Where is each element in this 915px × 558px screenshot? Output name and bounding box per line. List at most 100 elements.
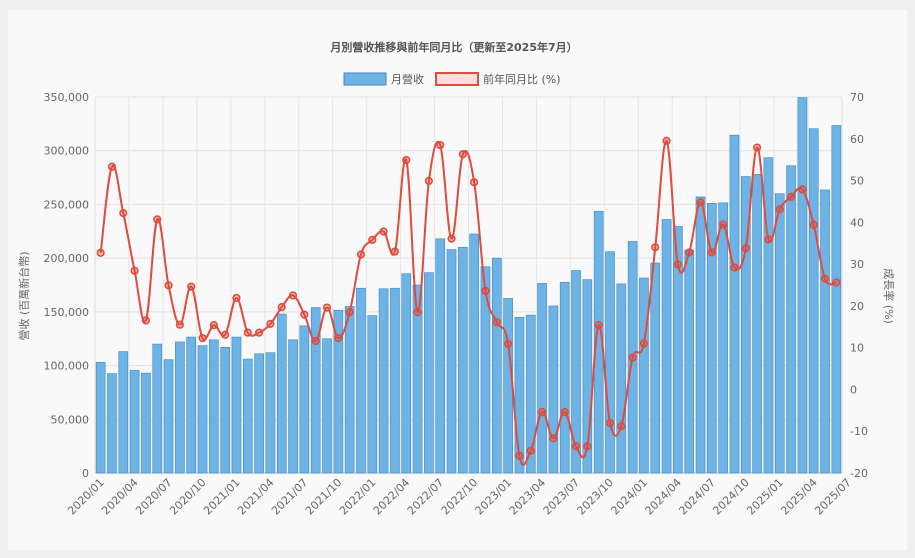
yoy-point[interactable]: [504, 339, 513, 349]
yoy-point[interactable]: [141, 316, 151, 325]
revenue-bar[interactable]: [435, 238, 446, 474]
yoy-point[interactable]: [153, 215, 162, 224]
yoy-point[interactable]: [345, 308, 354, 317]
revenue-bar[interactable]: [820, 189, 830, 474]
yoy-point[interactable]: [187, 282, 196, 291]
yoy-point[interactable]: [288, 291, 298, 300]
yoy-point[interactable]: [277, 303, 286, 312]
revenue-bar[interactable]: [299, 325, 310, 474]
revenue-bar[interactable]: [231, 336, 242, 474]
yoy-point[interactable]: [515, 451, 524, 460]
revenue-bar[interactable]: [265, 352, 276, 474]
revenue-bar[interactable]: [786, 165, 796, 474]
revenue-bar[interactable]: [129, 370, 140, 474]
yoy-point[interactable]: [764, 235, 773, 244]
revenue-bar[interactable]: [503, 298, 513, 474]
yoy-point[interactable]: [402, 155, 411, 165]
yoy-point[interactable]: [775, 205, 784, 214]
yoy-point[interactable]: [741, 244, 750, 253]
revenue-bar[interactable]: [197, 345, 208, 474]
revenue-bar[interactable]: [491, 257, 502, 474]
revenue-bar[interactable]: [763, 157, 774, 474]
yoy-point[interactable]: [356, 250, 366, 259]
yoy-point[interactable]: [130, 266, 139, 275]
yoy-point[interactable]: [719, 220, 728, 229]
yoy-point[interactable]: [221, 330, 230, 339]
yoy-point[interactable]: [232, 293, 241, 303]
yoy-point[interactable]: [390, 247, 400, 256]
yoy-point[interactable]: [617, 422, 626, 431]
revenue-bar[interactable]: [605, 251, 615, 474]
yoy-point[interactable]: [832, 278, 841, 287]
revenue-bar[interactable]: [175, 341, 185, 474]
revenue-bar[interactable]: [639, 277, 649, 474]
revenue-bar[interactable]: [242, 358, 253, 474]
yoy-point[interactable]: [458, 150, 467, 159]
revenue-bar[interactable]: [808, 128, 819, 474]
yoy-point[interactable]: [436, 140, 445, 150]
yoy-point[interactable]: [107, 162, 117, 171]
revenue-bar[interactable]: [209, 339, 219, 474]
revenue-bar[interactable]: [582, 279, 593, 474]
yoy-point[interactable]: [243, 328, 252, 337]
yoy-point[interactable]: [651, 243, 660, 252]
revenue-bar[interactable]: [333, 309, 344, 474]
yoy-point[interactable]: [470, 178, 479, 187]
yoy-point[interactable]: [809, 220, 818, 229]
yoy-point[interactable]: [753, 143, 762, 152]
yoy-point[interactable]: [560, 407, 569, 417]
yoy-point[interactable]: [198, 333, 207, 343]
revenue-bar[interactable]: [831, 125, 842, 474]
revenue-bar[interactable]: [673, 226, 683, 474]
revenue-bar[interactable]: [729, 134, 740, 474]
yoy-point[interactable]: [119, 209, 128, 218]
revenue-bar[interactable]: [650, 262, 661, 474]
revenue-bar[interactable]: [514, 316, 525, 474]
revenue-bar[interactable]: [378, 288, 389, 474]
yoy-point[interactable]: [209, 321, 218, 330]
revenue-bar[interactable]: [684, 249, 695, 474]
yoy-point[interactable]: [662, 136, 671, 145]
yoy-point[interactable]: [798, 185, 807, 194]
yoy-point[interactable]: [175, 320, 184, 329]
yoy-point[interactable]: [730, 263, 739, 272]
revenue-bar[interactable]: [356, 287, 366, 474]
yoy-point[interactable]: [549, 434, 558, 443]
revenue-bar[interactable]: [412, 284, 423, 474]
revenue-bar[interactable]: [254, 353, 264, 474]
revenue-bar[interactable]: [740, 176, 751, 474]
yoy-point[interactable]: [696, 198, 705, 207]
yoy-point[interactable]: [447, 234, 456, 243]
revenue-bar[interactable]: [559, 282, 570, 474]
yoy-point[interactable]: [413, 308, 422, 317]
revenue-bar[interactable]: [469, 233, 479, 474]
revenue-bar[interactable]: [707, 203, 717, 474]
yoy-point[interactable]: [311, 336, 320, 346]
revenue-bar[interactable]: [288, 339, 298, 474]
yoy-point[interactable]: [594, 321, 603, 330]
yoy-point[interactable]: [300, 310, 309, 319]
yoy-point[interactable]: [820, 274, 830, 283]
yoy-point[interactable]: [424, 176, 433, 186]
yoy-point[interactable]: [96, 248, 105, 257]
yoy-point[interactable]: [334, 333, 343, 343]
revenue-bar[interactable]: [367, 315, 378, 474]
legend[interactable]: 月營收 前年同月比 (%): [343, 72, 561, 86]
yoy-point[interactable]: [571, 442, 581, 451]
yoy-point[interactable]: [707, 248, 716, 257]
yoy-point[interactable]: [786, 192, 796, 201]
yoy-point[interactable]: [368, 235, 377, 244]
yoy-point[interactable]: [583, 442, 592, 451]
revenue-bar[interactable]: [186, 336, 197, 474]
revenue-bar[interactable]: [220, 347, 230, 474]
revenue-bar[interactable]: [344, 306, 355, 474]
yoy-point[interactable]: [685, 248, 694, 257]
revenue-bar[interactable]: [695, 196, 706, 474]
yoy-point[interactable]: [537, 407, 547, 417]
yoy-point[interactable]: [255, 328, 264, 337]
revenue-bar[interactable]: [390, 287, 400, 474]
revenue-bar[interactable]: [480, 266, 491, 474]
revenue-bar[interactable]: [661, 219, 672, 474]
revenue-bar[interactable]: [322, 338, 332, 474]
yoy-point[interactable]: [526, 446, 535, 455]
